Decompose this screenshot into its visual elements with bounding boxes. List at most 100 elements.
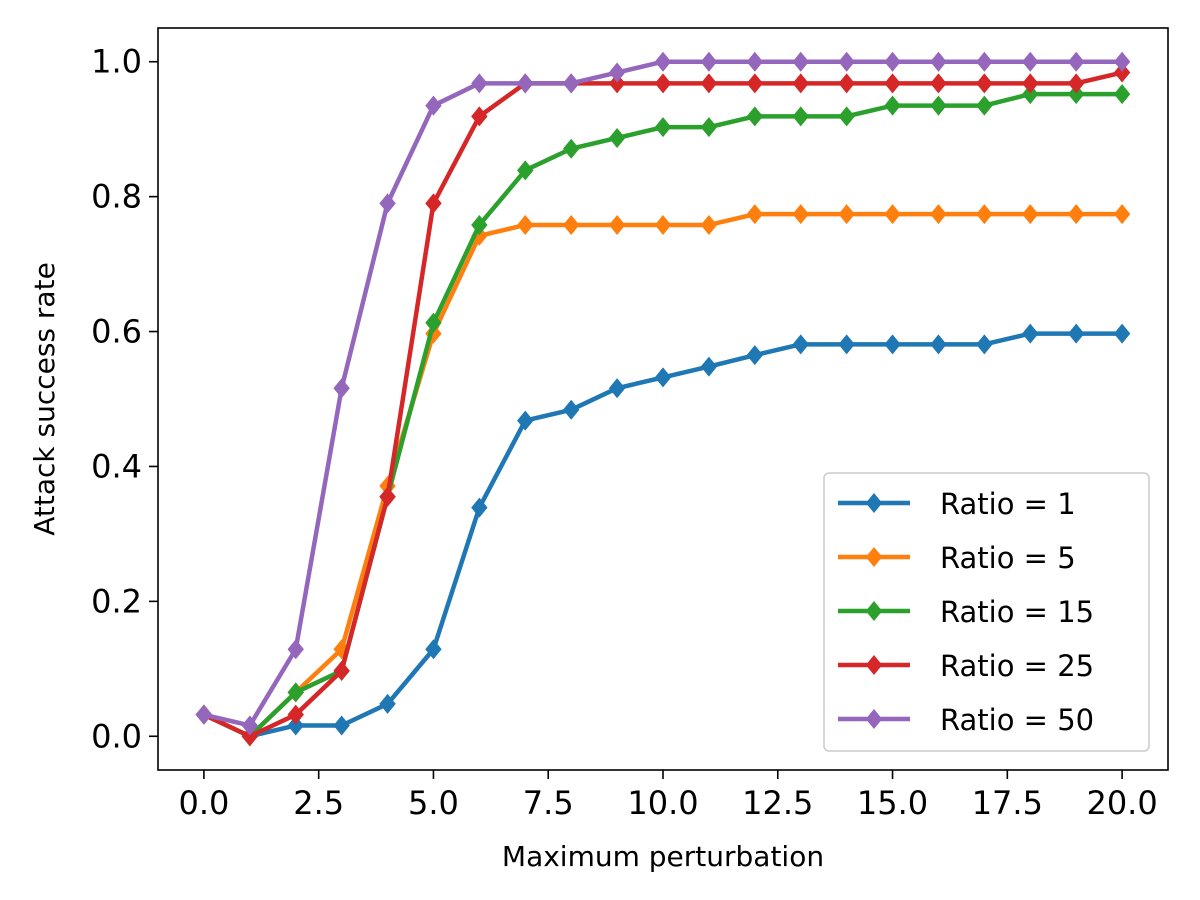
data-point	[1022, 51, 1039, 72]
data-point	[976, 204, 993, 225]
legend-marker	[865, 547, 883, 567]
series-4	[195, 62, 1131, 747]
data-point	[1067, 204, 1085, 225]
data-point	[700, 51, 718, 72]
data-point	[1113, 51, 1131, 72]
data-point	[1067, 323, 1085, 344]
data-point	[608, 73, 626, 94]
data-point	[930, 334, 947, 355]
data-point	[930, 204, 947, 225]
data-point	[976, 73, 993, 94]
legend-marker	[865, 493, 883, 513]
data-point	[379, 193, 396, 214]
data-point	[746, 106, 764, 127]
data-point	[654, 214, 672, 235]
data-point	[1067, 51, 1085, 72]
x-tick-label: 15.0	[857, 784, 928, 822]
data-point	[287, 715, 304, 736]
y-axis-label: Attack success rate	[28, 262, 61, 536]
data-point	[930, 51, 947, 72]
data-point	[379, 693, 396, 714]
data-point	[792, 334, 809, 355]
x-tick-label: 7.5	[523, 784, 574, 822]
data-point	[562, 214, 580, 235]
data-point	[884, 73, 901, 94]
data-point	[746, 204, 764, 225]
x-axis-label: Maximum perturbation	[502, 840, 824, 873]
data-point	[333, 378, 350, 399]
data-point	[792, 204, 809, 225]
data-point	[1022, 73, 1039, 94]
series-5	[195, 51, 1131, 736]
data-point	[517, 214, 534, 235]
data-point	[333, 715, 350, 736]
data-point	[838, 204, 855, 225]
legend-item: Ratio = 25	[838, 649, 1094, 683]
data-point	[1113, 62, 1131, 83]
x-tick-label: 12.5	[742, 784, 813, 822]
legend-marker	[865, 709, 883, 729]
data-point	[517, 73, 534, 94]
data-point	[562, 138, 580, 159]
data-point	[517, 410, 534, 431]
data-point	[792, 106, 809, 127]
x-tick-label: 20.0	[1086, 784, 1157, 822]
legend-box	[823, 472, 1150, 752]
data-point	[884, 51, 901, 72]
data-point	[1113, 204, 1131, 225]
data-point	[333, 660, 350, 681]
data-point	[654, 367, 672, 388]
y-tick-label: 0.8	[91, 178, 142, 216]
data-point	[792, 51, 809, 72]
legend-item: Ratio = 5	[838, 541, 1076, 575]
data-point	[1022, 204, 1039, 225]
data-point	[471, 214, 488, 235]
series-1	[195, 323, 1131, 747]
legend: Ratio = 1 Ratio = 5 Ratio = 15 Ratio = 25 Ra…	[823, 472, 1150, 752]
x-tick-label: 0.0	[178, 784, 229, 822]
legend-label: Ratio = 25	[940, 649, 1094, 683]
data-point	[425, 312, 442, 333]
data-point	[1067, 73, 1085, 94]
data-point	[562, 399, 580, 420]
y-axis: 0.0 0.2 0.4 0.6 0.8 1.0	[91, 43, 158, 755]
y-tick-label: 0.4	[91, 447, 142, 485]
data-point	[517, 160, 534, 181]
data-point	[425, 95, 442, 116]
data-point	[608, 378, 626, 399]
data-point	[884, 204, 901, 225]
data-point	[287, 704, 304, 725]
data-point	[287, 639, 304, 660]
data-point	[379, 486, 396, 507]
data-point	[425, 193, 442, 214]
data-point	[976, 334, 993, 355]
data-point	[1113, 84, 1131, 105]
data-point	[1113, 323, 1131, 344]
legend-label: Ratio = 15	[940, 595, 1094, 629]
data-point	[746, 73, 764, 94]
data-point	[700, 214, 718, 235]
x-tick-label: 5.0	[408, 784, 459, 822]
legend-label: Ratio = 50	[940, 703, 1094, 737]
data-point	[471, 497, 488, 518]
data-point	[241, 715, 259, 736]
data-point	[608, 127, 626, 148]
data-point	[195, 704, 213, 725]
x-tick-label: 17.5	[972, 784, 1043, 822]
data-point	[838, 334, 855, 355]
y-tick-label: 1.0	[91, 43, 142, 81]
data-point	[608, 62, 626, 83]
legend-item: Ratio = 1	[838, 487, 1076, 521]
data-point	[700, 356, 718, 377]
data-point	[241, 726, 259, 747]
data-point	[746, 345, 764, 366]
legend-item: Ratio = 15	[838, 595, 1094, 629]
data-point	[746, 51, 764, 72]
data-point	[1022, 84, 1039, 105]
data-point	[930, 73, 947, 94]
data-point	[838, 106, 855, 127]
x-axis: 0.0 2.5 5.0 7.5 10.0 12.5 15.0 17.5 20.0	[178, 770, 1158, 822]
legend-label: Ratio = 5	[940, 541, 1076, 575]
